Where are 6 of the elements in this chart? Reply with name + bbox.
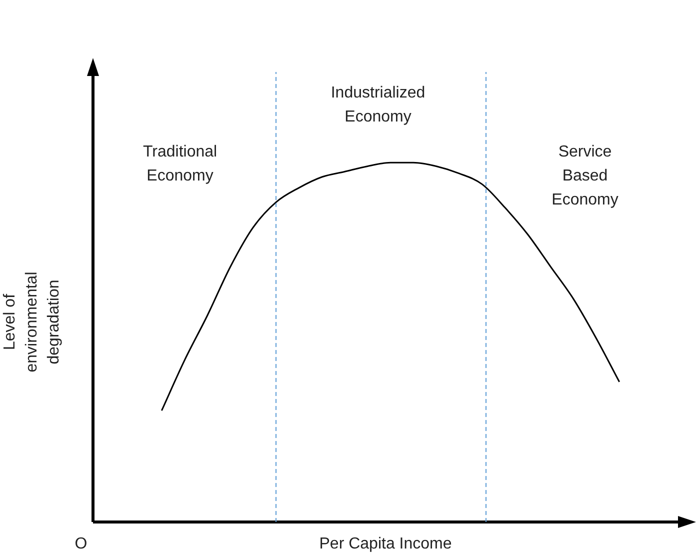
text: Industrialized Economy — [330, 84, 426, 126]
y-axis-title: Level of environmental degradation — [1, 272, 62, 372]
annotation: Traditional Economy — [142, 143, 218, 184]
x-axis-title: Per Capita Income — [319, 535, 452, 552]
text: O — [74, 535, 88, 552]
annotation: Service Based Economy — [552, 143, 618, 208]
